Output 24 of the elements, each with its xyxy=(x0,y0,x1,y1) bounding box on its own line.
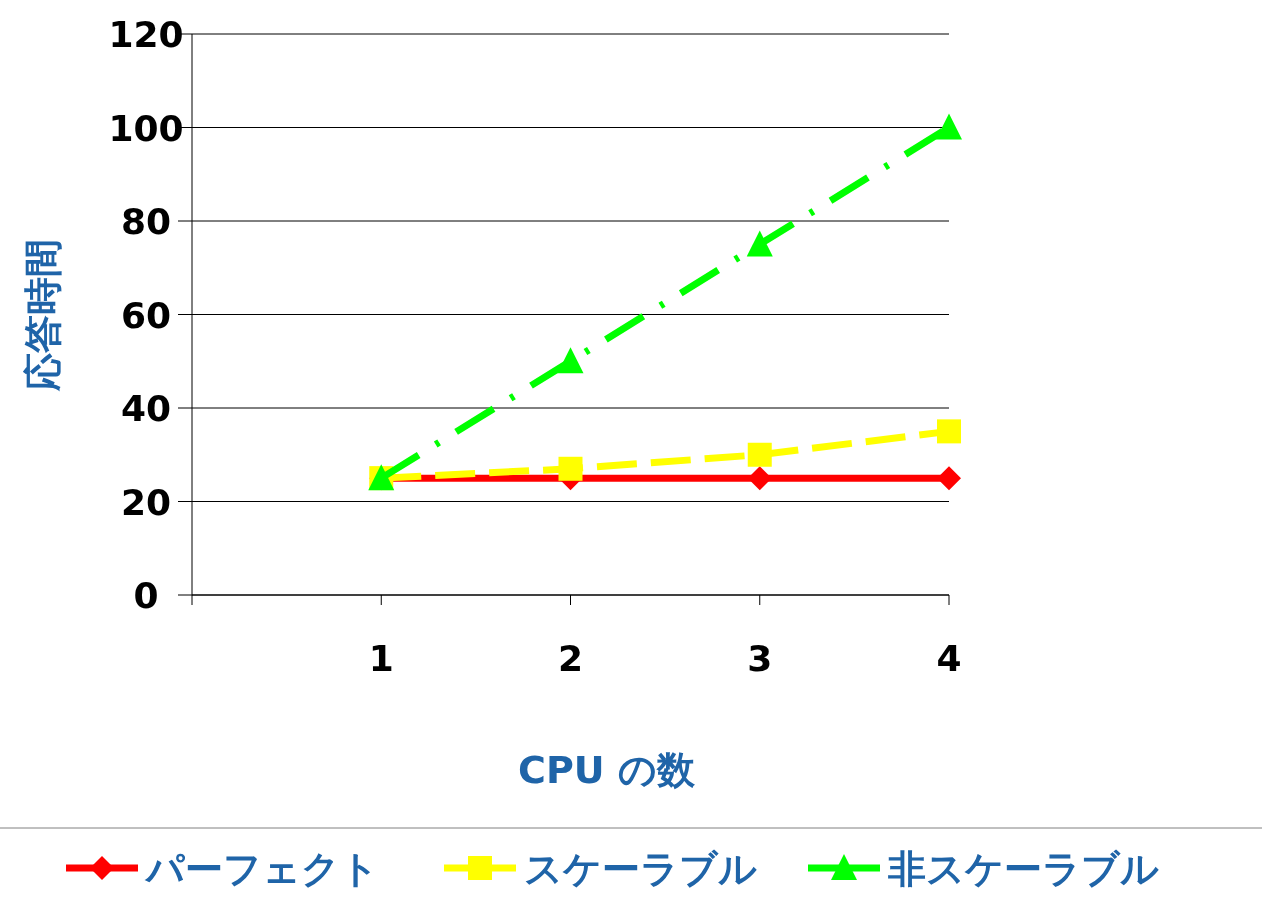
y-tick-label: 120 xyxy=(108,14,184,55)
point xyxy=(937,419,961,444)
point xyxy=(747,442,772,467)
y-tick-label: 40 xyxy=(120,388,172,429)
point xyxy=(557,347,584,374)
x-tick-label: 1 xyxy=(368,638,394,679)
x-axis-title: CPU の数 xyxy=(518,748,696,792)
x-tick-label: 2 xyxy=(557,638,584,679)
point xyxy=(937,466,961,491)
legend-label: パーフェクト xyxy=(144,847,379,891)
point xyxy=(936,113,962,140)
y-axis-title: 応答時間 xyxy=(21,238,65,392)
legend-label: スケーラブル xyxy=(524,847,757,891)
legend-label: 非スケーラブル xyxy=(887,847,1159,891)
point xyxy=(747,466,772,491)
y-tick-label: 80 xyxy=(120,201,172,242)
x-tick-label: 4 xyxy=(936,638,962,679)
x-tick-label: 3 xyxy=(747,638,773,679)
y-tick-label: 0 xyxy=(133,575,159,616)
point xyxy=(746,230,773,257)
point xyxy=(558,456,583,481)
y-tick-label: 60 xyxy=(120,294,172,336)
y-tick-label: 100 xyxy=(108,107,184,149)
y-tick-label: 20 xyxy=(120,481,172,523)
